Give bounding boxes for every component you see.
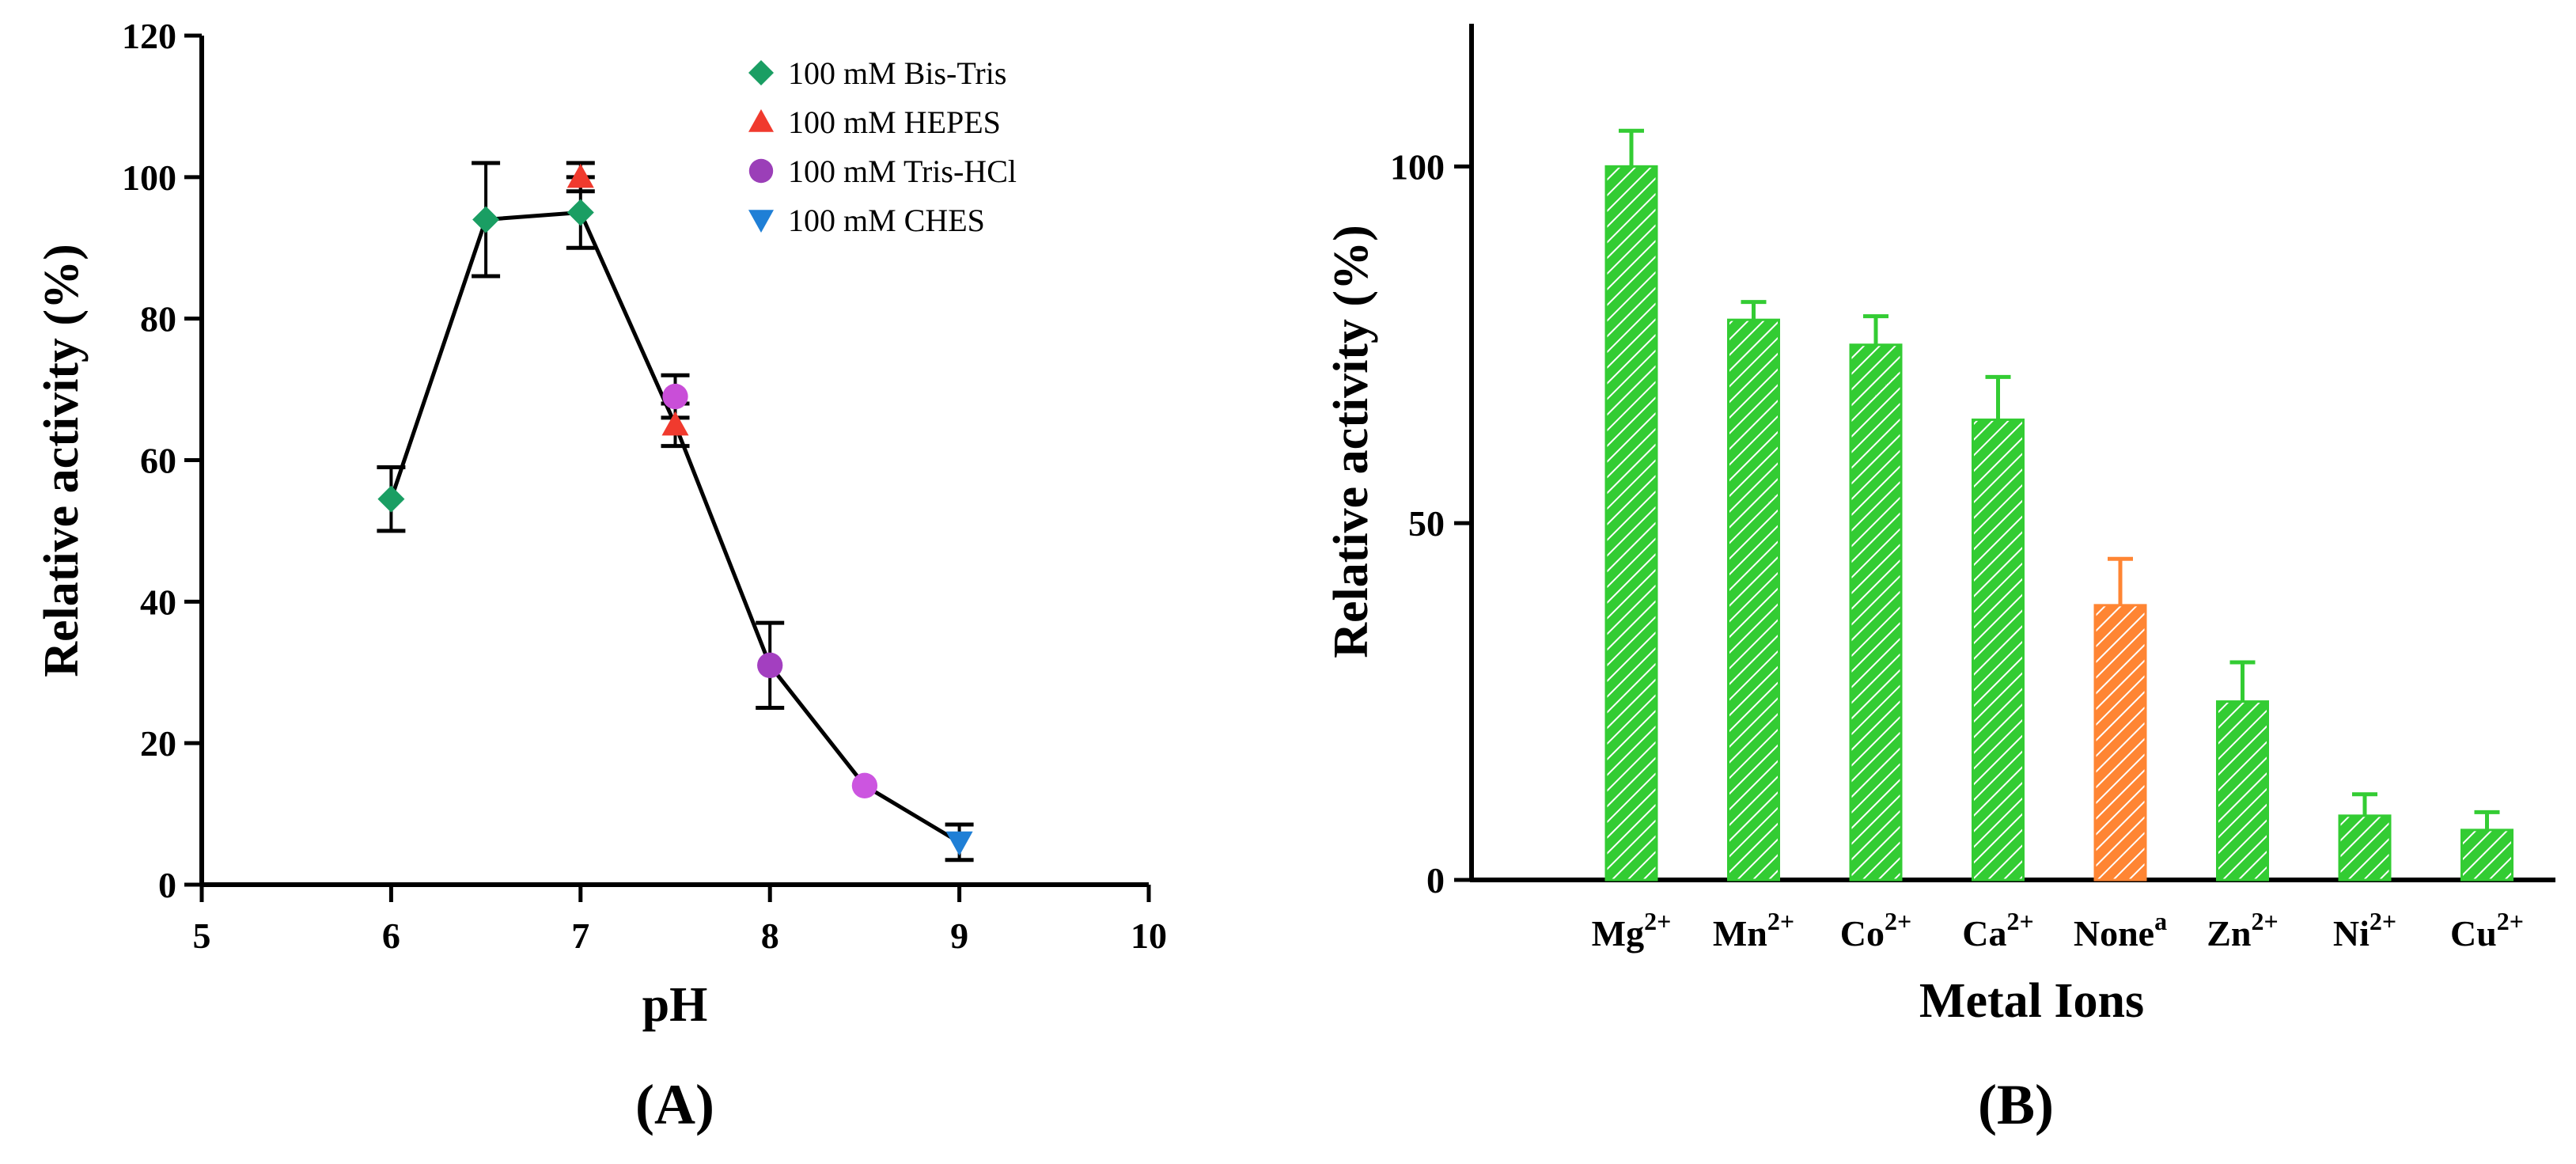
category-label: Ni2+: [2333, 907, 2396, 954]
category-label: Cu2+: [2450, 907, 2524, 954]
panel-b-y-axis-label: Relative activity (%): [1324, 225, 1378, 658]
x-tick-label: 6: [382, 916, 400, 956]
trend-line: [389, 210, 960, 844]
panel-a-y-axis-label: Relative activity (%): [35, 244, 89, 677]
bar: [2338, 814, 2392, 882]
panel-b-label: (B): [1978, 1073, 2054, 1136]
category-label: Ca2+: [1962, 907, 2033, 954]
bar: [1849, 343, 1903, 882]
y-tick-label: 50: [1408, 503, 1445, 544]
category-label: Zn2+: [2207, 907, 2279, 954]
panel-a-legend: 100 mM Bis-Tris 100 mM HEPES 100 mM Tris-H…: [748, 55, 1017, 238]
legend-label: 100 mM Bis-Tris: [788, 55, 1006, 91]
panel-a-x-axis-label: pH: [642, 978, 708, 1032]
data-point: [566, 163, 594, 188]
x-tick-label: 7: [571, 916, 589, 956]
y-tick-label: 120: [122, 16, 176, 56]
data-point: [566, 199, 594, 226]
bar: [1972, 418, 2025, 882]
bar: [2460, 828, 2513, 882]
x-tick-label: 9: [950, 916, 968, 956]
legend-marker: [748, 158, 774, 184]
data-point: [945, 831, 973, 856]
category-label: Co2+: [1840, 907, 1911, 954]
bar: [1604, 165, 1658, 882]
data-point: [851, 772, 878, 798]
panel-a-label: (A): [635, 1073, 714, 1136]
legend-label: 100 mM Tris-HCl: [788, 154, 1017, 189]
category-label: Nonea: [2074, 907, 2167, 954]
x-tick-label: 10: [1131, 916, 1167, 956]
category-label: Mg2+: [1592, 907, 1672, 954]
y-tick-label: 80: [140, 299, 176, 339]
y-tick-label: 100: [122, 157, 176, 198]
y-tick-label: 0: [158, 865, 176, 905]
y-tick-label: 100: [1390, 146, 1445, 187]
legend-marker: [748, 210, 774, 233]
data-point: [757, 652, 783, 678]
legend-label: 100 mM HEPES: [788, 104, 1001, 140]
bar: [2216, 700, 2269, 882]
legend-marker: [748, 109, 774, 132]
bar: [1727, 318, 1780, 882]
y-tick-label: 40: [140, 582, 176, 622]
x-tick-label: 5: [193, 916, 211, 956]
legend-label: 100 mM CHES: [788, 203, 985, 238]
category-label: Mn2+: [1713, 907, 1794, 954]
y-tick-label: 20: [140, 723, 176, 764]
panel-b-bar-chart: 0 50 100 Mg2+ Mn2+ Co2+ Ca2+ Nonea Zn2+ Ni2+ Cu2+…: [1324, 24, 2555, 1136]
bar: [2093, 604, 2147, 882]
data-point: [472, 206, 500, 233]
y-tick-label: 60: [140, 441, 176, 481]
legend-marker: [748, 60, 774, 85]
data-point: [377, 485, 405, 513]
panel-b-x-axis-label: Metal Ions: [1919, 974, 2144, 1028]
data-point: [661, 411, 689, 436]
x-tick-label: 8: [761, 916, 779, 956]
data-point: [662, 383, 688, 410]
y-tick-label: 0: [1426, 860, 1445, 900]
